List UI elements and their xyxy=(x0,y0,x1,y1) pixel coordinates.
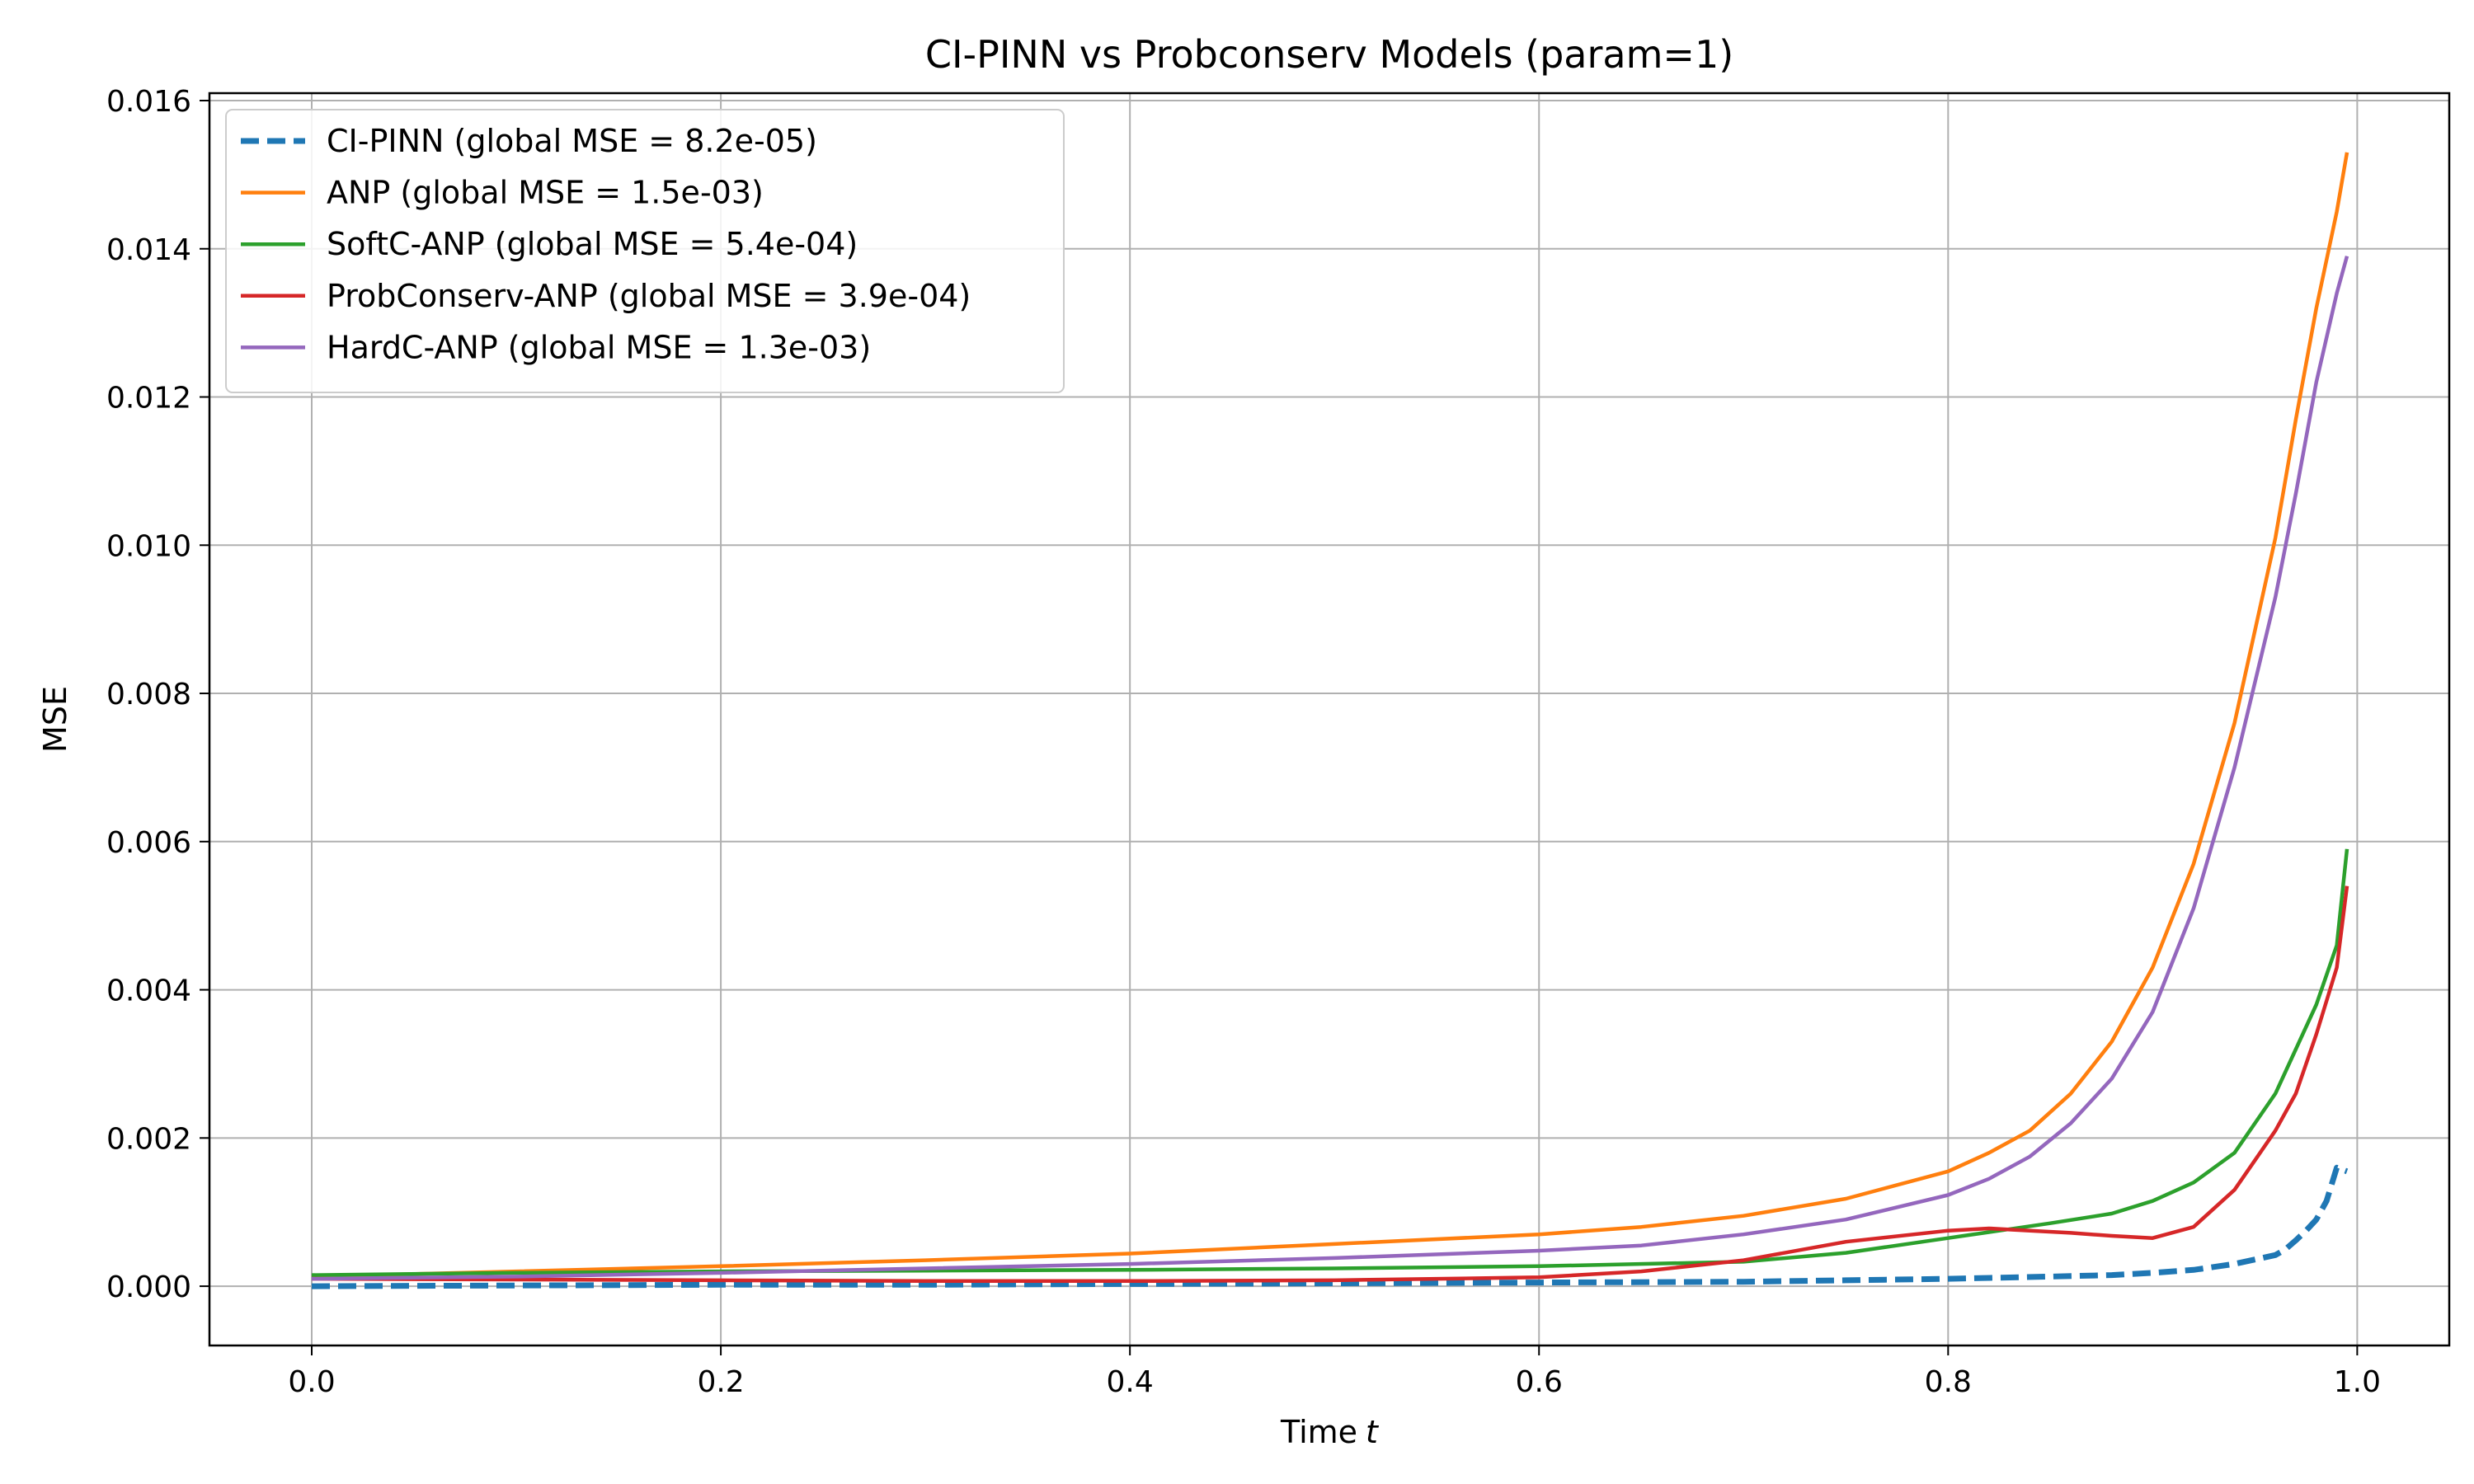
y-tick-label: 0.010 xyxy=(106,529,191,563)
y-tick-label: 0.006 xyxy=(106,826,191,860)
series-group xyxy=(311,152,2349,1289)
chart-title: CI-PINN vs Probconserv Models (param=1) xyxy=(925,32,1733,77)
series-line-3 xyxy=(311,885,2349,1284)
legend-box xyxy=(225,109,1065,393)
series-line-2 xyxy=(311,848,2349,1277)
x-axis-title: Time t xyxy=(1280,1414,1380,1450)
y-tick-label: 0.002 xyxy=(106,1122,191,1156)
y-tick-label: 0.016 xyxy=(106,85,191,119)
legend-label: SoftC-ANP (global MSE = 5.4e-04) xyxy=(327,226,858,262)
grid xyxy=(209,93,2449,1345)
legend-label: ANP (global MSE = 1.5e-03) xyxy=(327,175,764,211)
plot-frame xyxy=(208,92,2451,1347)
y-tick-label: 0.008 xyxy=(106,678,191,711)
legend-label: ProbConserv-ANP (global MSE = 3.9e-04) xyxy=(327,278,971,314)
x-tick-label: 0.4 xyxy=(1107,1365,1154,1399)
x-tick-label: 0.6 xyxy=(1516,1365,1563,1399)
x-axis-variable: t xyxy=(1366,1414,1380,1450)
series-line-0 xyxy=(311,1164,2349,1289)
legend: CI-PINN (global MSE = 8.2e-05) ANP (globa… xyxy=(225,109,1065,393)
x-tick-label: 1.0 xyxy=(2334,1365,2381,1399)
ticks: 0.0 0.2 0.4 0.6 0.8 1.0 0.000 0.002 0.004 0.006 0.… xyxy=(106,85,2381,1399)
series-line-1 xyxy=(311,152,2349,1279)
y-tick-label: 0.014 xyxy=(106,233,191,267)
y-tick-label: 0.000 xyxy=(106,1270,191,1304)
x-tick-label: 0.2 xyxy=(697,1365,744,1399)
legend-label: CI-PINN (global MSE = 8.2e-05) xyxy=(327,123,817,159)
y-axis-title: MSE xyxy=(37,686,73,753)
y-tick-label: 0.004 xyxy=(106,974,191,1008)
series-line-4 xyxy=(311,256,2349,1281)
x-tick-label: 0.8 xyxy=(1925,1365,1972,1399)
legend-label: HardC-ANP (global MSE = 1.3e-03) xyxy=(327,329,871,365)
y-tick-label: 0.012 xyxy=(106,382,191,416)
x-axis-label: Time xyxy=(1280,1414,1357,1450)
x-tick-label: 0.0 xyxy=(288,1365,335,1399)
